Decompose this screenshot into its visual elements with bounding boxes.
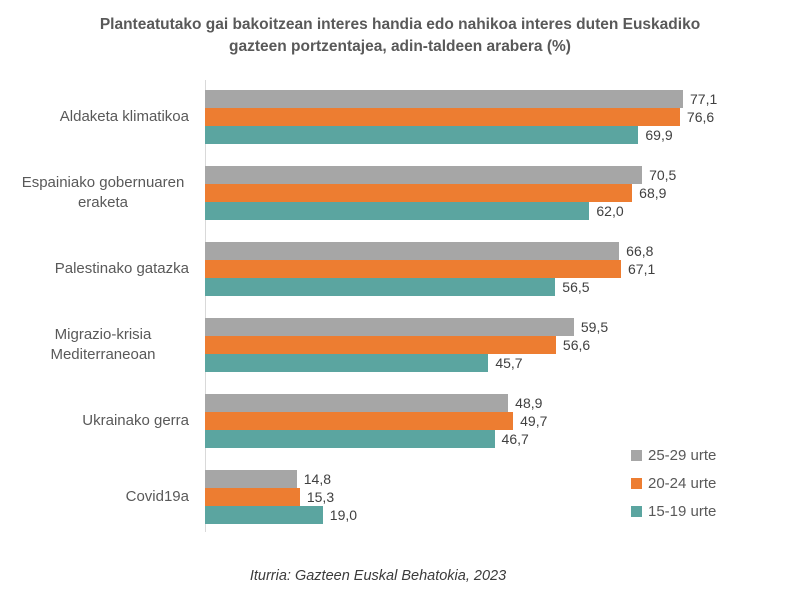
category-row: Migrazio-krisia Mediterraneoan 59,5 56,6 45… xyxy=(0,318,800,372)
bar-value-label: 19,0 xyxy=(329,507,358,523)
bar-line: 45,7 xyxy=(205,354,608,372)
bar-value-label: 45,7 xyxy=(495,355,523,371)
bar-15-19-urte xyxy=(205,278,556,296)
category-row: Aldaketa klimatikoa 77,1 76,6 69,9 xyxy=(0,90,800,144)
category-row: Ukrainako gerra 48,9 49,7 46,7 xyxy=(0,394,800,448)
bar-line: 14,8 xyxy=(205,470,357,488)
bar-25-29-urte xyxy=(205,394,509,412)
bar-value-label: 56,5 xyxy=(562,279,590,295)
category-label: Aldaketa klimatikoa xyxy=(59,107,189,125)
bar-value-label: 56,6 xyxy=(562,337,591,353)
bar-group: 66,8 67,1 56,5 xyxy=(205,242,655,296)
bar-line: 46,7 xyxy=(205,430,547,448)
legend-label: 20-24 urte xyxy=(648,474,717,492)
bar-15-19-urte xyxy=(205,430,495,448)
bar-group: 77,1 76,6 69,9 xyxy=(205,90,717,144)
bar-line: 56,5 xyxy=(205,278,655,296)
bar-line: 68,9 xyxy=(205,184,676,202)
bar-value-label: 70,5 xyxy=(649,167,677,183)
legend-item: 15-19 urte xyxy=(631,497,716,525)
bar-25-29-urte xyxy=(205,470,297,488)
bar-25-29-urte xyxy=(205,242,620,260)
bar-value-label: 62,0 xyxy=(596,203,624,219)
category-row: Covid19a 14,8 15,3 19,0 xyxy=(0,470,800,524)
bar-20-24-urte xyxy=(205,184,633,202)
legend-item: 25-29 urte xyxy=(631,441,716,469)
bar-25-29-urte xyxy=(205,90,684,108)
source-note: Iturria: Gazteen Euskal Behatokia, 2023 xyxy=(249,568,507,584)
bar-20-24-urte xyxy=(205,108,680,126)
bar-line: 70,5 xyxy=(205,166,676,184)
bar-line: 67,1 xyxy=(205,260,655,278)
y-axis-line xyxy=(205,80,206,532)
bar-line: 66,8 xyxy=(205,242,655,260)
chart-title: Planteatutako gai bakoitzean interes han… xyxy=(99,16,701,56)
category-row: Espainiako gobernuaren eraketa 70,5 68,9 62… xyxy=(0,166,800,220)
bar-value-label: 69,9 xyxy=(645,127,673,143)
legend-label: 15-19 urte xyxy=(648,502,717,520)
bar-value-label: 77,1 xyxy=(690,91,718,107)
bar-line: 49,7 xyxy=(205,412,547,430)
bar-group: 14,8 15,3 19,0 xyxy=(205,470,357,524)
bar-25-29-urte xyxy=(205,318,574,336)
bar-15-19-urte xyxy=(205,354,489,372)
bar-20-24-urte xyxy=(205,260,622,278)
category-label: Ukrainako gerra xyxy=(82,411,189,429)
bar-value-label: 48,9 xyxy=(515,395,543,411)
bar-20-24-urte xyxy=(205,336,556,354)
bar-line: 59,5 xyxy=(205,318,608,336)
plot-area: Aldaketa klimatikoa 77,1 76,6 69,9 Espainiak… xyxy=(0,80,800,546)
category-row: Palestinako gatazka 66,8 67,1 56,5 xyxy=(0,242,800,296)
bar-value-label: 68,9 xyxy=(639,185,667,201)
bar-value-label: 59,5 xyxy=(580,319,609,335)
legend-item: 20-24 urte xyxy=(631,469,716,497)
category-label: Palestinako gatazka xyxy=(54,259,189,277)
bar-value-label: 49,7 xyxy=(520,413,548,429)
bar-chart: Aldaketa klimatikoa 77,1 76,6 69,9 Espainiak… xyxy=(0,90,800,546)
bar-value-label: 66,8 xyxy=(626,243,654,259)
legend-swatch-icon xyxy=(631,505,642,517)
category-label: Covid19a xyxy=(125,487,189,505)
bar-group: 48,9 49,7 46,7 xyxy=(205,394,547,448)
bar-20-24-urte xyxy=(205,488,300,506)
bar-value-label: 67,1 xyxy=(628,261,656,277)
category-label: Migrazio-krisia Mediterraneoan xyxy=(50,325,156,363)
bar-line: 19,0 xyxy=(205,506,357,524)
bar-line: 15,3 xyxy=(205,488,357,506)
bar-line: 48,9 xyxy=(205,394,547,412)
bar-15-19-urte xyxy=(205,506,323,524)
bar-line: 62,0 xyxy=(205,202,676,220)
legend-label: 25-29 urte xyxy=(648,446,717,464)
legend-swatch-icon xyxy=(631,477,642,489)
category-label: Espainiako gobernuaren eraketa xyxy=(21,173,185,211)
bar-20-24-urte xyxy=(205,412,514,430)
bar-group: 70,5 68,9 62,0 xyxy=(205,166,676,220)
bar-15-19-urte xyxy=(205,126,639,144)
bar-15-19-urte xyxy=(205,202,590,220)
bar-line: 56,6 xyxy=(205,336,608,354)
bar-group: 59,5 56,6 45,7 xyxy=(205,318,608,372)
bar-value-label: 46,7 xyxy=(501,431,529,447)
bar-value-label: 76,6 xyxy=(686,109,715,125)
legend-swatch-icon xyxy=(631,449,642,461)
bar-line: 77,1 xyxy=(205,90,717,108)
bar-line: 69,9 xyxy=(205,126,717,144)
legend: 25-29 urte 20-24 urte 15-19 urte xyxy=(631,441,716,525)
bar-value-label: 15,3 xyxy=(306,489,335,505)
bar-value-label: 14,8 xyxy=(303,471,331,487)
bar-25-29-urte xyxy=(205,166,643,184)
bar-line: 76,6 xyxy=(205,108,717,126)
